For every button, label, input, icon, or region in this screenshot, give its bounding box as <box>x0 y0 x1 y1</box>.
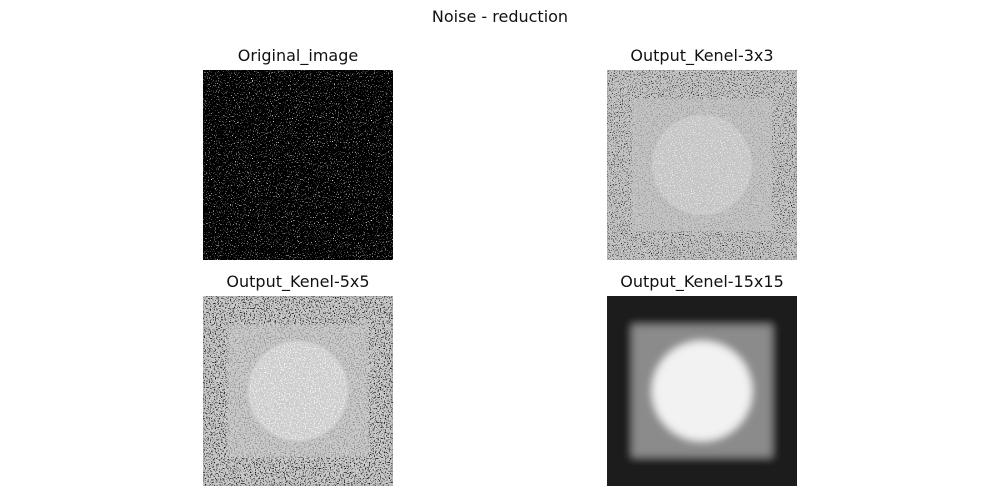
panel-title: Output_Kenel-15x15 <box>620 272 784 291</box>
output-kernel-15x15-image <box>607 296 797 486</box>
output-kernel-5x5-image <box>203 296 393 486</box>
panel-title: Output_Kenel-5x5 <box>226 272 370 291</box>
output-kernel-3x3-image <box>607 70 797 260</box>
panel-title: Original_image <box>237 46 359 65</box>
panel-title: Output_Kenel-3x3 <box>630 46 774 65</box>
figure-title: Noise - reduction <box>431 7 569 26</box>
original-image <box>203 70 393 260</box>
